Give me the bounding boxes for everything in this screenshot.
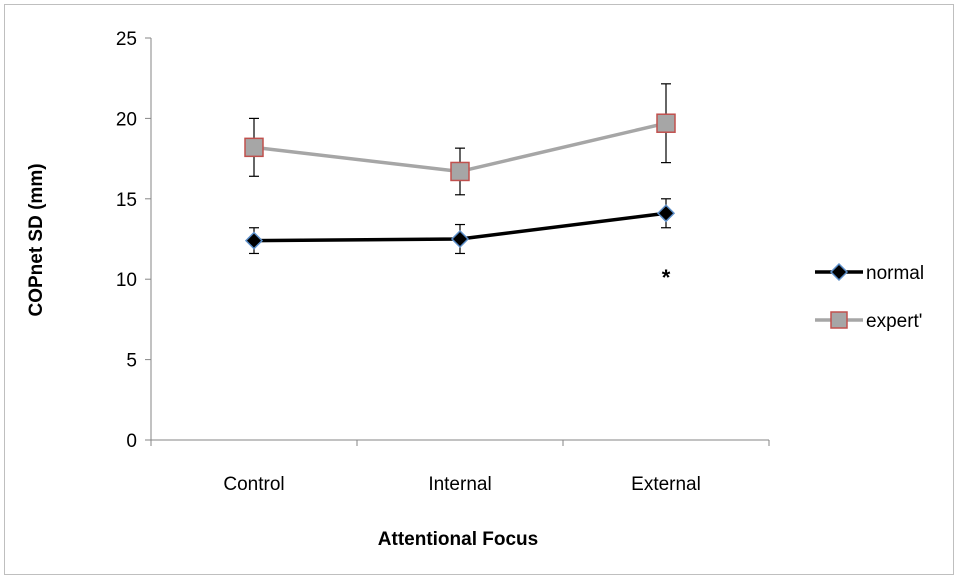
legend-marker-diamond — [829, 262, 849, 282]
significance-asterisk: * — [662, 265, 671, 290]
axes — [150, 38, 769, 441]
x-tick-label: Control — [223, 474, 284, 495]
y-axis-title: COPnet SD (mm) — [26, 163, 47, 316]
data-point-square — [450, 161, 470, 182]
legend-label-0: normal — [866, 263, 924, 284]
x-axis-title: Attentional Focus — [378, 529, 538, 550]
x-tick-label: External — [631, 474, 701, 495]
y-tick-label: 25 — [116, 29, 137, 50]
legend-label-1: expert' — [866, 311, 922, 332]
y-tick-label: 10 — [116, 270, 137, 291]
data-point-diamond — [450, 229, 470, 249]
data-point-square — [244, 137, 264, 158]
y-axis-ticks: 0 5 10 15 20 25 — [116, 29, 151, 452]
y-tick-label: 15 — [116, 190, 137, 211]
annotations: * — [662, 265, 671, 290]
legend: normal expert' — [815, 262, 924, 332]
series-markers — [244, 113, 676, 250]
chart-frame — [4, 4, 954, 575]
x-tick-label: Internal — [428, 474, 491, 495]
y-tick-label: 5 — [126, 351, 137, 372]
legend-marker-square — [830, 311, 848, 329]
x-axis-ticks: Control Internal External — [150, 440, 770, 495]
y-tick-label: 20 — [116, 109, 137, 130]
data-point-diamond — [656, 204, 676, 223]
data-point-square — [656, 113, 676, 133]
y-tick-label: 0 — [126, 431, 137, 452]
data-point-diamond — [244, 231, 264, 250]
